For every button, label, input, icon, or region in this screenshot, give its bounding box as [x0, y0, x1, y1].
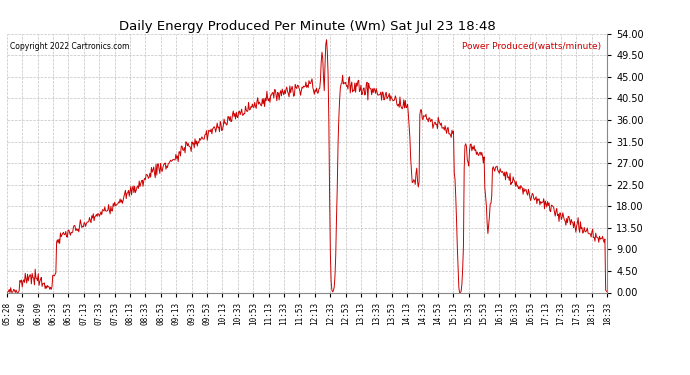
Title: Daily Energy Produced Per Minute (Wm) Sat Jul 23 18:48: Daily Energy Produced Per Minute (Wm) Sa…	[119, 20, 495, 33]
Text: Power Produced(watts/minute): Power Produced(watts/minute)	[462, 42, 601, 51]
Text: Copyright 2022 Cartronics.com: Copyright 2022 Cartronics.com	[10, 42, 129, 51]
